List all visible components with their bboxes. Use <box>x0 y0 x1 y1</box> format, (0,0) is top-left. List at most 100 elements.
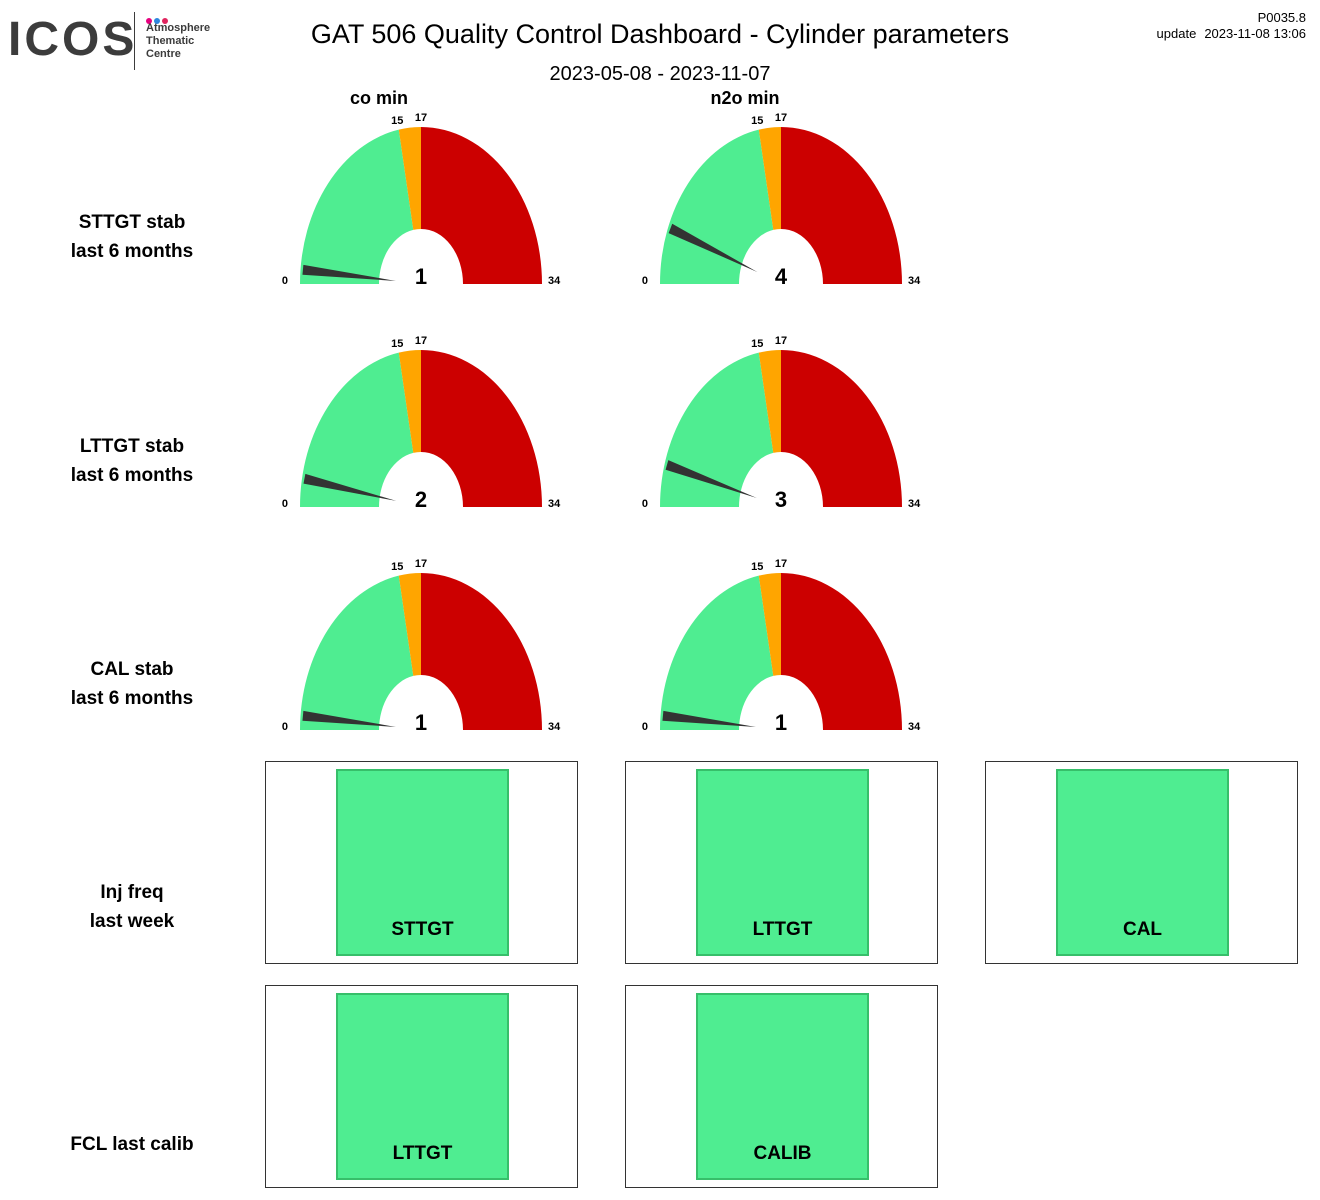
gauge-tick-label: 0 <box>642 275 648 287</box>
gauge-tick-label: 0 <box>282 498 288 510</box>
gauge-band-17-34 <box>421 127 542 284</box>
gauge-band-15-17 <box>758 127 781 230</box>
row-label-line-1: STTGT stab <box>78 212 186 233</box>
update-label: update <box>1156 26 1197 41</box>
gauge-value: 2 <box>415 487 427 512</box>
status-indicator <box>696 769 869 956</box>
gauge-tick-label: 15 <box>751 115 763 127</box>
status-indicator <box>1056 769 1229 956</box>
gauge-band-17-34 <box>781 350 902 507</box>
gauge-chart: 1 0 15 17 34 <box>282 558 561 735</box>
row-label-line-2: last 6 months <box>70 465 194 486</box>
status-label: CAL <box>1122 919 1163 940</box>
gauge-tick-label: 15 <box>751 561 763 573</box>
gauge-band-15-17 <box>758 350 781 453</box>
gauge-tick-label: 0 <box>642 498 648 510</box>
gauge-cal-n2o: 1 0 15 17 34 <box>630 556 930 746</box>
logo-subtitle: Atmosphere Thematic Centre <box>146 22 210 61</box>
page-title: GAT 506 Quality Control Dashboard - Cyli… <box>310 19 1010 49</box>
gauge-chart: 4 0 15 17 34 <box>642 112 921 289</box>
row-label-line-1: Inj freq <box>100 882 164 903</box>
status-panel-fcl-calib: CALIB <box>625 985 938 1188</box>
logo-divider <box>134 12 135 70</box>
status-label: CALIB <box>753 1143 812 1164</box>
gauge-sttgt-n2o: 4 0 15 17 34 <box>630 110 930 300</box>
logo-dots-icon <box>146 11 176 24</box>
column-header-n2o-min: n2o min <box>710 88 780 108</box>
gauge-tick-label: 17 <box>775 558 787 570</box>
status-label: STTGT <box>391 919 454 940</box>
row-label-line-2: last 6 months <box>70 688 194 709</box>
gauge-lttgt-co: 2 0 15 17 34 <box>270 333 570 523</box>
gauge-cal-co: 1 0 15 17 34 <box>270 556 570 746</box>
logo-line-3: Centre <box>146 48 181 60</box>
gauge-band-0-15 <box>660 575 774 730</box>
row-label-line-1: CAL stab <box>90 659 174 680</box>
gauge-band-15-17 <box>398 350 421 453</box>
gauge-band-17-34 <box>781 573 902 730</box>
status-panel-inj-sttgt: STTGT <box>265 761 578 964</box>
gauge-tick-label: 15 <box>391 561 403 573</box>
row-label-line-2: last week <box>89 911 175 932</box>
status-label: LTTGT <box>392 1143 453 1164</box>
status-label: LTTGT <box>752 919 813 940</box>
gauge-value: 1 <box>775 710 787 735</box>
gauge-tick-label: 0 <box>642 721 648 733</box>
status-indicator <box>336 993 509 1180</box>
row-label-line-1: FCL last calib <box>70 1134 194 1155</box>
logo-wordmark: ICOS <box>8 13 138 66</box>
gauge-tick-label: 15 <box>391 338 403 350</box>
update-time: 2023-11-08 13:06 <box>1204 26 1306 41</box>
gauge-needle <box>303 473 397 501</box>
update-timestamp: update 2023-11-08 13:06 <box>1149 26 1306 42</box>
gauge-tick-label: 0 <box>282 721 288 733</box>
gauge-tick-label: 0 <box>282 275 288 287</box>
gauge-tick-label: 34 <box>908 498 921 510</box>
gauge-needle <box>302 710 396 727</box>
icos-logo: ICOS Atmosphere Thematic Centre <box>8 10 238 74</box>
gauge-value: 1 <box>415 710 427 735</box>
gauge-band-0-15 <box>660 352 774 507</box>
date-range: 2023-05-08 - 2023-11-07 <box>549 63 771 85</box>
gauge-sttgt-co: 1 0 15 17 34 <box>270 110 570 300</box>
gauge-band-15-17 <box>398 573 421 676</box>
gauge-tick-label: 17 <box>415 112 427 124</box>
gauge-band-0-15 <box>300 575 414 730</box>
gauge-tick-label: 34 <box>548 275 561 287</box>
row-label-line-2: last 6 months <box>70 241 194 262</box>
row-label-sttgt-stab: STTGT stab last 6 months <box>32 208 232 266</box>
row-label-line-1: LTTGT stab <box>79 436 185 457</box>
row-label-inj-freq: Inj freq last week <box>32 878 232 936</box>
gauge-chart: 2 0 15 17 34 <box>282 335 561 512</box>
gauge-value: 1 <box>415 264 427 289</box>
gauge-band-0-15 <box>300 352 414 507</box>
gauge-lttgt-n2o: 3 0 15 17 34 <box>630 333 930 523</box>
gauge-tick-label: 17 <box>415 335 427 347</box>
logo-line-2: Thematic <box>146 35 195 47</box>
gauge-tick-label: 15 <box>391 115 403 127</box>
status-indicator <box>696 993 869 1180</box>
row-label-cal-stab: CAL stab last 6 months <box>32 655 232 713</box>
gauge-band-0-15 <box>660 129 774 284</box>
logo-line-1: Atmosphere <box>146 22 211 34</box>
gauge-value: 3 <box>775 487 787 512</box>
gauge-tick-label: 17 <box>775 112 787 124</box>
gauge-tick-label: 15 <box>751 338 763 350</box>
gauge-value: 4 <box>775 264 788 289</box>
gauge-needle <box>665 460 757 498</box>
gauge-band-0-15 <box>300 129 414 284</box>
status-panel-inj-cal: CAL <box>985 761 1298 964</box>
gauge-tick-label: 34 <box>908 721 921 733</box>
gauge-tick-label: 34 <box>908 275 921 287</box>
gauge-needle <box>662 710 756 727</box>
gauge-band-15-17 <box>398 127 421 230</box>
gauge-tick-label: 17 <box>775 335 787 347</box>
gauge-band-15-17 <box>758 573 781 676</box>
gauge-chart: 1 0 15 17 34 <box>282 112 561 289</box>
status-indicator <box>336 769 509 956</box>
gauge-needle <box>668 223 758 273</box>
gauge-needle <box>302 264 396 281</box>
gauge-tick-label: 34 <box>548 498 561 510</box>
report-code: P0035.8 <box>1257 10 1306 25</box>
row-label-fcl-last-calib: FCL last calib <box>32 1130 232 1159</box>
